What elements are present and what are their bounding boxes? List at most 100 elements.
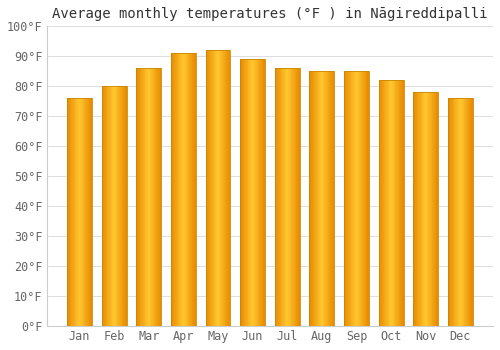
- Bar: [102, 146, 126, 149]
- Bar: [448, 283, 473, 286]
- Bar: [344, 97, 369, 100]
- Bar: [136, 94, 161, 97]
- Bar: [240, 59, 241, 326]
- Bar: [206, 88, 231, 92]
- Bar: [240, 243, 265, 246]
- Bar: [359, 71, 360, 326]
- Title: Average monthly temperatures (°F ) in Nāgireddipalli: Average monthly temperatures (°F ) in Nā…: [52, 7, 488, 21]
- Bar: [171, 145, 196, 149]
- Bar: [430, 92, 432, 326]
- Bar: [87, 98, 88, 326]
- Bar: [136, 242, 161, 245]
- Bar: [206, 85, 231, 88]
- Bar: [413, 177, 438, 180]
- Bar: [102, 296, 126, 299]
- Bar: [247, 59, 248, 326]
- Bar: [344, 320, 369, 323]
- Bar: [274, 284, 299, 287]
- Bar: [67, 238, 92, 240]
- Bar: [102, 149, 126, 152]
- Bar: [394, 80, 395, 326]
- Bar: [378, 310, 404, 314]
- Bar: [206, 319, 231, 322]
- Bar: [310, 103, 334, 106]
- Bar: [67, 206, 92, 209]
- Bar: [310, 113, 334, 116]
- Bar: [344, 119, 369, 122]
- Bar: [274, 213, 299, 216]
- Bar: [67, 172, 92, 175]
- Bar: [136, 287, 161, 290]
- Bar: [448, 169, 473, 172]
- Bar: [67, 112, 92, 115]
- Bar: [448, 141, 473, 144]
- Bar: [102, 86, 126, 89]
- Bar: [206, 240, 231, 243]
- Bar: [274, 194, 299, 197]
- Bar: [67, 203, 92, 206]
- Bar: [279, 68, 280, 326]
- Bar: [171, 142, 196, 145]
- Bar: [136, 110, 161, 113]
- Bar: [141, 68, 142, 326]
- Bar: [171, 282, 196, 285]
- Bar: [448, 306, 473, 309]
- Bar: [136, 97, 161, 100]
- Bar: [240, 313, 265, 316]
- Bar: [125, 86, 126, 326]
- Bar: [413, 156, 438, 159]
- Bar: [136, 100, 161, 104]
- Bar: [171, 183, 196, 186]
- Bar: [206, 154, 231, 157]
- Bar: [448, 317, 473, 320]
- Bar: [378, 169, 404, 172]
- Bar: [67, 269, 92, 272]
- Bar: [310, 224, 334, 227]
- Bar: [67, 135, 92, 138]
- Bar: [448, 192, 473, 195]
- Bar: [171, 77, 196, 80]
- Bar: [448, 309, 473, 312]
- Bar: [378, 99, 404, 102]
- Bar: [358, 71, 359, 326]
- Bar: [344, 303, 369, 307]
- Bar: [240, 286, 265, 289]
- Bar: [108, 86, 109, 326]
- Bar: [274, 142, 299, 146]
- Bar: [72, 98, 73, 326]
- Bar: [78, 98, 80, 326]
- Bar: [171, 91, 196, 94]
- Bar: [344, 173, 369, 176]
- Bar: [210, 50, 212, 326]
- Bar: [310, 170, 334, 173]
- Bar: [310, 208, 334, 211]
- Bar: [240, 116, 265, 119]
- Bar: [274, 100, 299, 104]
- Bar: [240, 86, 265, 89]
- Bar: [136, 229, 161, 232]
- Bar: [102, 92, 126, 95]
- Bar: [274, 113, 299, 117]
- Bar: [274, 155, 299, 159]
- Bar: [378, 274, 404, 277]
- Bar: [274, 184, 299, 187]
- Bar: [448, 289, 473, 292]
- Bar: [171, 155, 196, 159]
- Bar: [102, 254, 126, 257]
- Bar: [378, 292, 404, 295]
- Bar: [240, 59, 265, 326]
- Bar: [171, 94, 196, 98]
- Bar: [274, 316, 299, 320]
- Bar: [378, 314, 404, 317]
- Bar: [344, 167, 369, 170]
- Bar: [136, 307, 161, 310]
- Bar: [206, 81, 231, 85]
- Bar: [448, 238, 473, 240]
- Bar: [156, 68, 157, 326]
- Bar: [67, 295, 92, 298]
- Bar: [102, 137, 126, 140]
- Bar: [171, 118, 196, 121]
- Bar: [274, 88, 299, 91]
- Bar: [171, 214, 196, 217]
- Bar: [378, 166, 404, 169]
